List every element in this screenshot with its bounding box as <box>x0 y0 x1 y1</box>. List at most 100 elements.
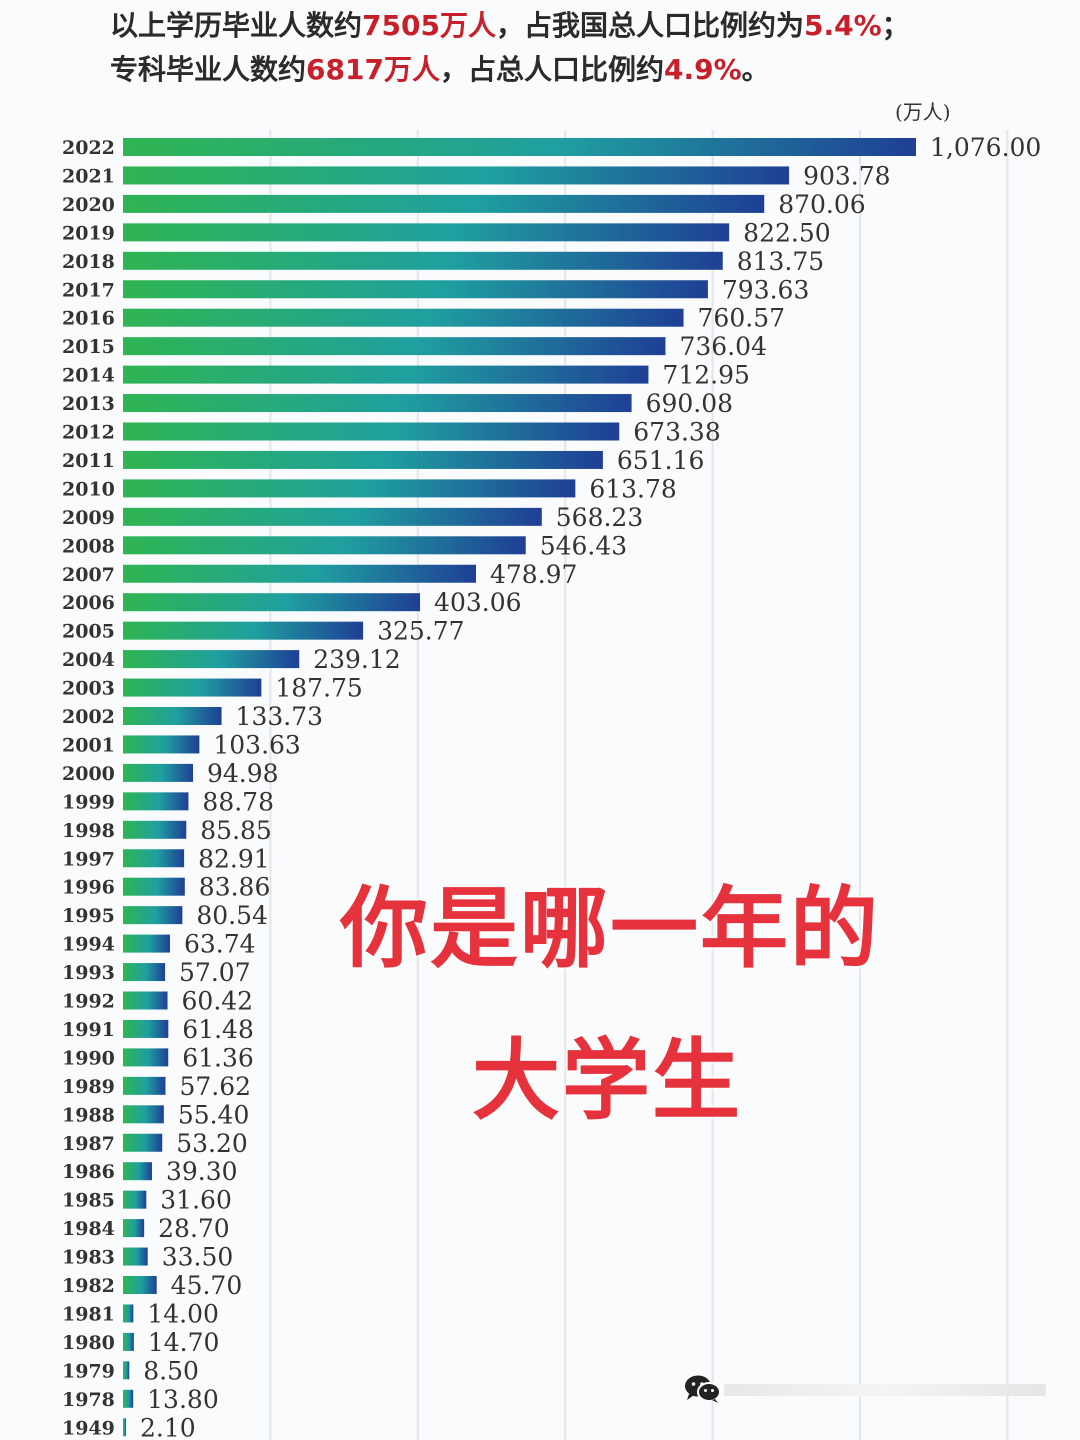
overlay-caption-line-2: 大学生 <box>472 1029 743 1132</box>
year-label: 2007 <box>62 564 115 586</box>
value-label: 53.20 <box>176 1129 248 1158</box>
bar <box>123 934 170 953</box>
year-label: 1998 <box>62 820 115 842</box>
bar <box>123 763 193 782</box>
bar <box>123 963 166 982</box>
year-label: 1992 <box>62 991 115 1013</box>
year-label: 1988 <box>62 1104 115 1126</box>
value-label: 88.78 <box>202 787 274 816</box>
value-label: 133.73 <box>236 702 323 731</box>
value-label: 61.48 <box>182 1015 254 1044</box>
year-label: 2014 <box>62 365 115 387</box>
year-label: 2017 <box>62 279 115 301</box>
year-label: 1982 <box>62 1275 115 1297</box>
header-text: ，占我国总人口比例约为 <box>495 9 804 42</box>
value-label: 28.70 <box>158 1214 230 1243</box>
bar <box>123 422 620 441</box>
year-label: 2022 <box>62 137 115 159</box>
bar <box>123 365 649 384</box>
value-label: 8.50 <box>143 1356 199 1385</box>
value-label: 45.70 <box>171 1271 243 1300</box>
header-text: ，占总人口比例约 <box>439 53 664 86</box>
bar <box>123 394 632 413</box>
value-label: 83.86 <box>199 873 271 902</box>
bar <box>123 337 666 356</box>
wechat-icon <box>685 1375 721 1403</box>
value-label: 613.78 <box>589 474 676 503</box>
year-label: 2012 <box>62 422 115 444</box>
value-label: 793.63 <box>722 275 809 304</box>
bar <box>123 678 262 697</box>
header-highlight: 7505万人 <box>362 9 496 42</box>
year-label: 1980 <box>62 1332 115 1354</box>
year-label: 2008 <box>62 535 115 557</box>
value-label: 239.12 <box>313 645 400 674</box>
year-label: 2003 <box>62 678 115 700</box>
bar <box>123 906 183 925</box>
value-label: 712.95 <box>662 361 749 390</box>
value-label: 13.80 <box>147 1385 219 1414</box>
value-label: 736.04 <box>679 332 766 361</box>
value-label: 903.78 <box>803 161 890 190</box>
header-text: ； <box>881 9 910 42</box>
year-label: 2020 <box>62 194 115 216</box>
bar <box>123 1389 134 1408</box>
year-label: 1991 <box>62 1019 115 1041</box>
year-label: 2001 <box>62 734 115 756</box>
value-label: 94.98 <box>207 759 279 788</box>
year-label: 1997 <box>62 848 115 870</box>
bar <box>123 450 603 469</box>
value-label: 80.54 <box>196 901 268 930</box>
value-label: 39.30 <box>166 1157 238 1186</box>
header-text: 专科毕业人数约 <box>110 53 307 86</box>
value-label: 403.06 <box>434 588 521 617</box>
year-label: 2011 <box>62 450 115 472</box>
value-label: 673.38 <box>633 418 720 447</box>
bar <box>123 1019 169 1038</box>
bar <box>123 536 526 555</box>
year-label: 1999 <box>62 791 115 813</box>
value-label: 568.23 <box>556 503 643 532</box>
year-label: 1949 <box>62 1417 115 1439</box>
year-label: 2016 <box>62 308 115 330</box>
bar <box>123 1076 166 1095</box>
bar <box>123 707 222 725</box>
value-label: 546.43 <box>540 531 627 560</box>
header-highlight: 5.4% <box>803 9 882 42</box>
year-label: 2010 <box>62 478 115 500</box>
bar <box>123 479 576 498</box>
bar <box>123 593 421 612</box>
year-label: 2013 <box>62 393 115 415</box>
bar <box>123 849 185 868</box>
value-label: 478.97 <box>490 560 577 589</box>
watermark-bar <box>724 1384 1046 1396</box>
bar <box>123 138 916 156</box>
header-highlight: 4.9% <box>663 53 742 86</box>
value-label: 55.40 <box>178 1100 250 1129</box>
bar <box>123 877 185 896</box>
bar <box>123 1048 169 1067</box>
value-label: 1,076.00 <box>930 133 1041 162</box>
labels: 2022 1,076.00 2021 903.78 2020 870.06 2019 822.… <box>62 133 1041 1440</box>
unit-label: (万人) <box>895 100 951 124</box>
year-label: 1983 <box>62 1247 115 1269</box>
value-label: 651.16 <box>617 446 704 475</box>
bar <box>123 1276 157 1294</box>
bar <box>123 1133 163 1152</box>
header-text: 以上学历毕业人数约 <box>110 9 363 42</box>
bar <box>123 564 476 583</box>
value-label: 813.75 <box>737 247 824 276</box>
header-line-1: 以上学历毕业人数约7505万人，占我国总人口比例约为5.4%； <box>110 4 910 44</box>
year-label: 1996 <box>62 877 115 899</box>
year-label: 1995 <box>62 905 115 927</box>
value-label: 760.57 <box>698 304 785 333</box>
year-label: 1984 <box>62 1218 115 1240</box>
value-label: 14.00 <box>147 1299 219 1328</box>
value-label: 187.75 <box>275 674 362 703</box>
bar <box>123 1332 134 1351</box>
value-label: 60.42 <box>182 987 254 1016</box>
year-label: 2015 <box>62 336 115 358</box>
year-label: 2018 <box>62 251 115 273</box>
bar <box>123 991 168 1010</box>
